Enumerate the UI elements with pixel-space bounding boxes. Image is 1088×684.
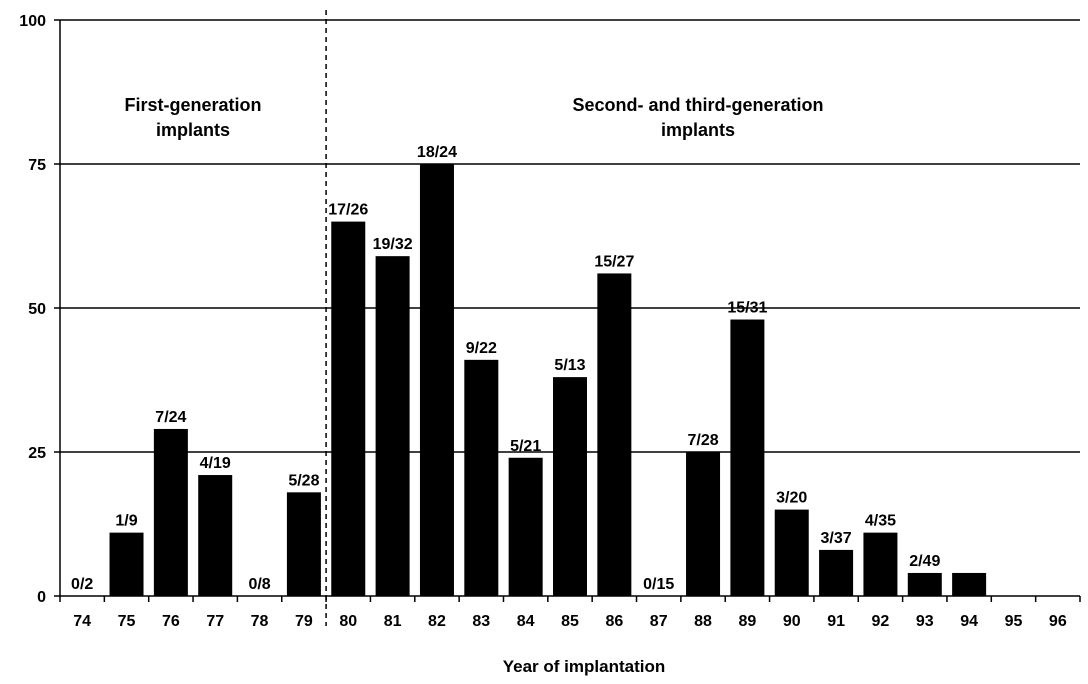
data-label-91: 3/37 bbox=[821, 530, 852, 547]
data-label-77: 4/19 bbox=[200, 455, 231, 472]
bar-88 bbox=[686, 452, 721, 596]
x-tick-label-77: 77 bbox=[206, 613, 224, 630]
bar-83 bbox=[464, 359, 499, 596]
bar-77 bbox=[198, 475, 233, 596]
x-tick-label-79: 79 bbox=[295, 613, 313, 630]
x-tick-label-80: 80 bbox=[339, 613, 357, 630]
data-label-81: 19/32 bbox=[373, 236, 413, 253]
data-label-88: 7/28 bbox=[687, 432, 718, 449]
data-label-93: 2/49 bbox=[909, 553, 940, 570]
x-tick-label-82: 82 bbox=[428, 613, 446, 630]
y-tick-label-50: 50 bbox=[28, 301, 46, 318]
region-label-1-line-2: implants bbox=[156, 120, 230, 140]
x-tick-label-86: 86 bbox=[605, 613, 623, 630]
x-tick-label-91: 91 bbox=[827, 613, 845, 630]
x-tick-label-85: 85 bbox=[561, 613, 579, 630]
bar-94 bbox=[952, 572, 987, 596]
region-labels: First-generation implants Second- and thir… bbox=[125, 95, 824, 140]
data-label-82: 18/24 bbox=[417, 144, 457, 161]
data-label-83: 9/22 bbox=[466, 340, 497, 357]
x-axis-title: Year of implantation bbox=[503, 657, 665, 676]
x-tick-label-75: 75 bbox=[118, 613, 136, 630]
data-label-92: 4/35 bbox=[865, 513, 896, 530]
bar-93 bbox=[907, 572, 942, 596]
region-label-2-line-1: Second- and third-generation bbox=[573, 95, 824, 115]
bar-89 bbox=[730, 319, 765, 596]
x-tick-label-93: 93 bbox=[916, 613, 934, 630]
bar-76 bbox=[153, 428, 188, 596]
bar-85 bbox=[553, 377, 587, 596]
axes bbox=[54, 10, 1081, 626]
x-tick-label-76: 76 bbox=[162, 613, 180, 630]
y-tick-label-75: 75 bbox=[28, 157, 46, 174]
bar-80 bbox=[331, 221, 366, 596]
x-tick-label-78: 78 bbox=[251, 613, 269, 630]
data-label-85: 5/13 bbox=[554, 357, 585, 374]
x-tick-label-95: 95 bbox=[1005, 613, 1023, 630]
y-tick-label-25: 25 bbox=[28, 445, 46, 462]
region-label-1-line-1: First-generation bbox=[125, 95, 262, 115]
x-tick-label-74: 74 bbox=[73, 613, 91, 630]
bars bbox=[109, 164, 987, 596]
x-tick-label-90: 90 bbox=[783, 613, 801, 630]
x-tick-label-83: 83 bbox=[472, 613, 490, 630]
data-label-79: 5/28 bbox=[288, 472, 319, 489]
x-tick-label-92: 92 bbox=[872, 613, 890, 630]
data-label-86: 15/27 bbox=[594, 253, 634, 270]
data-label-89: 15/31 bbox=[727, 300, 767, 317]
x-tick-label-96: 96 bbox=[1049, 613, 1067, 630]
bar-82 bbox=[419, 164, 454, 596]
y-tick-label-100: 100 bbox=[19, 13, 46, 30]
y-tick-labels: 0 25 50 75 100 bbox=[19, 13, 46, 606]
region-label-2-line-2: implants bbox=[661, 120, 735, 140]
x-tick-label-94: 94 bbox=[960, 613, 978, 630]
x-tick-label-88: 88 bbox=[694, 613, 712, 630]
bar-90 bbox=[774, 509, 809, 596]
x-tick-label-81: 81 bbox=[384, 613, 402, 630]
data-label-75: 1/9 bbox=[115, 513, 137, 530]
x-tick-label-84: 84 bbox=[517, 613, 535, 630]
x-tick-label-87: 87 bbox=[650, 613, 668, 630]
bar-86 bbox=[597, 273, 632, 596]
bar-91 bbox=[819, 549, 854, 596]
x-tick-labels: 74 75 76 77 78 79 80 81 82 83 84 85 86 87 88 89 90 91 92 93… bbox=[73, 613, 1067, 630]
data-label-84: 5/21 bbox=[510, 438, 541, 455]
bar-92 bbox=[863, 532, 898, 596]
bar-84 bbox=[508, 457, 543, 596]
x-tick-label-89: 89 bbox=[738, 613, 756, 630]
bar-81 bbox=[375, 256, 410, 596]
data-label-90: 3/20 bbox=[776, 490, 807, 507]
bar-79 bbox=[286, 492, 321, 596]
y-tick-label-0: 0 bbox=[37, 589, 46, 606]
bar-75 bbox=[109, 532, 144, 596]
data-label-78: 0/8 bbox=[248, 576, 270, 593]
data-label-74: 0/2 bbox=[71, 576, 93, 593]
data-label-87: 0/15 bbox=[643, 576, 674, 593]
data-label-80: 17/26 bbox=[328, 202, 368, 219]
data-labels: 0/2 1/9 7/24 4/19 0/8 5/28 17/26 19/32 18/24 9/22… bbox=[71, 144, 940, 593]
data-label-76: 7/24 bbox=[155, 409, 186, 426]
